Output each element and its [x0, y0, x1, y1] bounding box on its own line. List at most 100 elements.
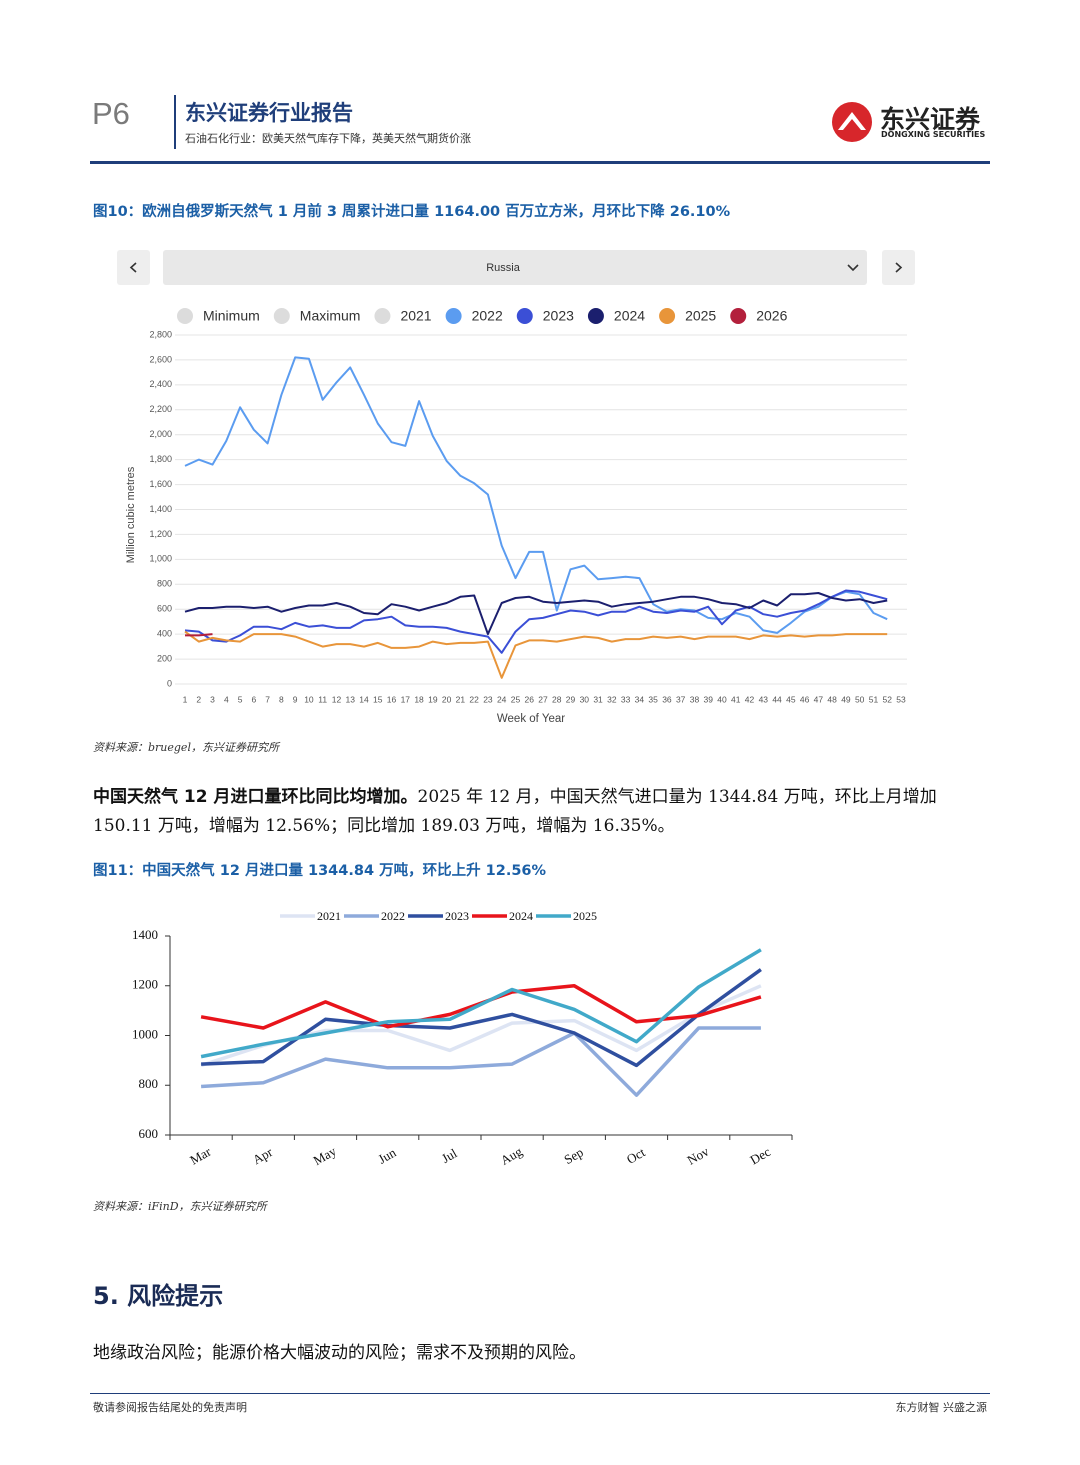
x-tick-label: 8 — [279, 694, 284, 704]
x-tick-label: 2 — [196, 694, 201, 704]
x-tick-label: Aug — [498, 1143, 525, 1167]
legend-label: 2021 — [317, 909, 341, 923]
chart: Russia Million cubic metres Week of Year… — [117, 250, 915, 725]
y-tick-label: 600 — [157, 604, 172, 614]
x-tick-label: 47 — [814, 694, 824, 704]
x-tick-label: 43 — [759, 694, 769, 704]
paragraph: 中国天然气 12 月进口量环比同比均增加。2025 年 12 月，中国天然气进口… — [93, 783, 993, 841]
x-tick-label: Mar — [187, 1143, 214, 1167]
y-tick-label: 400 — [157, 629, 172, 639]
y-tick-label: 1,400 — [149, 504, 172, 514]
legend-label: 2024 — [509, 909, 533, 923]
selector-label: Russia — [486, 262, 521, 274]
x-tick-label: 21 — [456, 694, 466, 704]
x-tick-label: 32 — [607, 694, 617, 704]
figure-caption: 图10：欧洲自俄罗斯天然气 1 月前 3 周累计进口量 1164.00 百万立方… — [93, 204, 731, 220]
y-tick-label: 800 — [157, 579, 172, 589]
x-tick-label: 1 — [183, 694, 188, 704]
x-tick-label: 33 — [621, 694, 631, 704]
legend-label: 2025 — [685, 308, 716, 324]
prev-button[interactable] — [117, 250, 150, 285]
y-tick-label: 1,000 — [149, 554, 172, 564]
footer-right: 东方财智 兴盛之源 — [895, 1401, 988, 1414]
x-tick-label: 10 — [304, 694, 314, 704]
x-tick-label: 46 — [800, 694, 810, 704]
x-tick-label: Oct — [624, 1144, 648, 1167]
legend-label: 2024 — [614, 308, 645, 324]
x-tick-label: 23 — [483, 694, 493, 704]
y-tick-label: 800 — [139, 1076, 159, 1091]
chart: 600 800 1000 1200 1400 Mar Apr May Jun Jul Aug Sep O… — [132, 909, 793, 1168]
x-tick-label: 6 — [251, 694, 256, 704]
report-title: 东兴证券行业报告 — [185, 101, 353, 125]
footer-rule — [90, 1393, 990, 1394]
x-tick-label: 11 — [318, 694, 327, 704]
paragraph-text: 2025 年 12 月，中国天然气进口量为 1344.84 万吨，环比上月增加 … — [93, 787, 937, 836]
x-tick-label: 49 — [841, 694, 851, 704]
logo-icon — [832, 102, 872, 142]
x-tick-label: 3 — [210, 694, 215, 704]
x-tick-label: 30 — [580, 694, 590, 704]
legend-label: 2026 — [756, 308, 787, 324]
footer-left: 敬请参阅报告结尾处的免责声明 — [93, 1401, 247, 1414]
data-line — [184, 592, 888, 636]
x-tick-label: 19 — [428, 694, 438, 704]
figure-caption: 图11：中国天然气 12 月进口量 1344.84 万吨，环比上升 12.56% — [93, 863, 547, 879]
x-tick-label: 18 — [414, 694, 424, 704]
x-tick-label: 35 — [648, 694, 658, 704]
x-tick-label: 24 — [497, 694, 507, 704]
x-tick-label: 25 — [511, 694, 521, 704]
selector[interactable] — [163, 250, 867, 285]
logo-text: 东兴证券 — [880, 105, 981, 134]
x-tick-label: 16 — [387, 694, 397, 704]
x-tick-label: 7 — [265, 694, 270, 704]
report-subtitle: 石油石化行业：欧美天然气库存下降，英美天然气期货价涨 — [185, 132, 471, 145]
y-tick-label: 2,800 — [149, 329, 172, 339]
data-line — [184, 630, 888, 679]
y-tick-label: 2,400 — [149, 379, 172, 389]
legend-label: 2021 — [400, 308, 431, 324]
y-tick-label: 0 — [167, 678, 172, 688]
x-tick-label: 45 — [786, 694, 796, 704]
legend-marker — [730, 308, 747, 324]
y-axis-title: Million cubic metres — [125, 466, 137, 563]
section-heading: 5. 风险提示 — [93, 1282, 224, 1310]
y-tick-label: 1000 — [132, 1026, 158, 1041]
data-line — [201, 968, 762, 1068]
x-tick-label: 37 — [676, 694, 686, 704]
data-line — [200, 1026, 761, 1097]
x-tick-label: 26 — [524, 694, 534, 704]
next-button[interactable] — [882, 250, 915, 285]
page-number: P6 — [92, 96, 130, 131]
x-tick-label: 50 — [855, 694, 865, 704]
x-tick-label: Jul — [439, 1145, 460, 1166]
x-tick-label: 42 — [745, 694, 755, 704]
legend-marker — [374, 308, 391, 324]
x-tick-label: 17 — [401, 694, 411, 704]
x-tick-label: 31 — [593, 694, 603, 704]
y-tick-label: 2,600 — [149, 354, 172, 364]
x-tick-label: 38 — [690, 694, 700, 704]
header-rule — [90, 161, 990, 164]
x-tick-label: 20 — [442, 694, 452, 704]
legend-marker — [516, 308, 533, 324]
x-tick-label: 28 — [552, 694, 562, 704]
x-tick-label: 13 — [345, 694, 355, 704]
data-line — [200, 948, 762, 1059]
legend-label: Minimum — [203, 308, 260, 324]
x-tick-label: 9 — [293, 694, 298, 704]
data-line — [184, 356, 888, 634]
y-tick-label: 1,600 — [149, 479, 172, 489]
x-tick-label: 34 — [635, 694, 645, 704]
x-tick-label: 22 — [469, 694, 479, 704]
x-tick-label: 12 — [332, 694, 342, 704]
x-tick-label: 5 — [238, 694, 243, 704]
legend-label: 2022 — [472, 308, 503, 324]
y-tick-label: 1,800 — [149, 454, 172, 464]
x-tick-label: Dec — [747, 1144, 773, 1168]
legend-marker — [177, 308, 193, 324]
logo-text-en: DONGXING SECURITIES — [881, 130, 986, 139]
legend-label: 2022 — [381, 909, 405, 923]
legend-marker — [445, 308, 462, 324]
